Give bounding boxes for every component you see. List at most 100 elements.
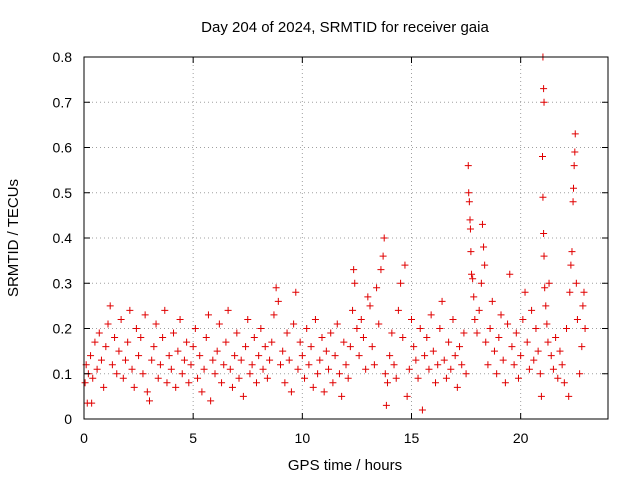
data-point	[261, 343, 269, 351]
data-point	[189, 343, 197, 351]
data-point	[252, 379, 260, 387]
data-point	[124, 338, 132, 346]
data-point	[342, 361, 350, 369]
data-point	[81, 379, 89, 387]
data-point	[379, 252, 387, 260]
data-point	[305, 361, 313, 369]
data-point	[314, 370, 322, 378]
data-point	[209, 356, 217, 364]
data-point	[281, 379, 289, 387]
data-point	[108, 361, 116, 369]
data-point	[453, 383, 461, 391]
data-point	[355, 352, 363, 360]
y-tick-label: 0.8	[53, 49, 73, 65]
data-point	[137, 334, 145, 342]
chart-title: Day 204 of 2024, SRMTID for receiver gai…	[201, 19, 489, 36]
y-axis-label: SRMTID / TECUs	[5, 179, 22, 297]
data-point	[93, 365, 101, 373]
data-point	[425, 365, 433, 373]
data-point	[159, 334, 167, 342]
data-point	[477, 279, 485, 287]
data-point	[525, 365, 533, 373]
data-point	[566, 288, 574, 296]
data-point	[539, 193, 547, 201]
data-point	[442, 374, 450, 382]
data-point	[298, 352, 306, 360]
data-point	[392, 374, 400, 382]
data-point	[237, 356, 245, 364]
y-tick-label: 0.6	[53, 140, 73, 156]
data-point	[104, 320, 112, 328]
data-point	[266, 356, 274, 364]
data-point	[482, 338, 490, 346]
data-point	[198, 388, 206, 396]
data-point	[176, 315, 184, 323]
data-point	[530, 356, 538, 364]
data-point	[121, 356, 129, 364]
data-point	[480, 243, 488, 251]
data-point	[576, 370, 584, 378]
data-point	[215, 320, 223, 328]
data-point	[279, 347, 287, 355]
data-point	[377, 266, 385, 274]
data-point	[571, 130, 579, 138]
data-point	[382, 401, 390, 409]
data-point	[320, 388, 328, 396]
data-point	[506, 270, 514, 278]
data-point	[322, 347, 330, 355]
data-point	[257, 325, 265, 332]
data-point	[340, 338, 348, 346]
data-point	[427, 311, 435, 319]
data-point	[465, 189, 473, 197]
data-point	[311, 315, 319, 323]
data-point	[432, 379, 440, 387]
data-point	[465, 198, 473, 206]
data-point	[436, 325, 444, 332]
data-point	[418, 406, 426, 414]
data-point	[135, 352, 143, 360]
data-point	[231, 352, 239, 360]
data-point	[490, 347, 498, 355]
data-point	[570, 162, 578, 170]
data-point	[388, 329, 396, 337]
x-tick-label: 5	[189, 430, 197, 446]
data-point	[196, 352, 204, 360]
data-point	[202, 334, 210, 342]
data-point	[211, 370, 219, 378]
data-point	[218, 379, 226, 387]
data-point	[386, 352, 394, 360]
data-point	[429, 347, 437, 355]
data-point	[543, 320, 551, 328]
data-point	[148, 356, 156, 364]
data-point	[187, 361, 195, 369]
data-point	[349, 306, 357, 314]
data-point	[493, 370, 501, 378]
data-point	[213, 347, 221, 355]
data-point	[399, 334, 407, 342]
data-point	[381, 370, 389, 378]
data-point	[560, 379, 568, 387]
data-point	[471, 315, 479, 323]
data-point	[277, 361, 284, 369]
data-point	[338, 392, 346, 400]
data-point	[504, 320, 512, 328]
data-point	[194, 374, 202, 382]
data-point	[366, 302, 374, 310]
data-point	[268, 338, 276, 346]
data-point	[346, 343, 354, 351]
data-point	[549, 365, 557, 373]
data-point	[565, 392, 573, 400]
data-point	[552, 334, 560, 342]
data-point	[410, 343, 418, 351]
data-point	[204, 311, 212, 319]
data-point	[403, 392, 411, 400]
data-point	[255, 352, 263, 360]
data-point	[579, 302, 587, 310]
y-tick-label: 0.4	[53, 230, 73, 246]
data-point	[235, 374, 243, 382]
data-point	[364, 293, 372, 301]
y-tick-label: 0.7	[53, 94, 73, 110]
data-point	[514, 374, 522, 382]
data-point	[449, 315, 457, 323]
